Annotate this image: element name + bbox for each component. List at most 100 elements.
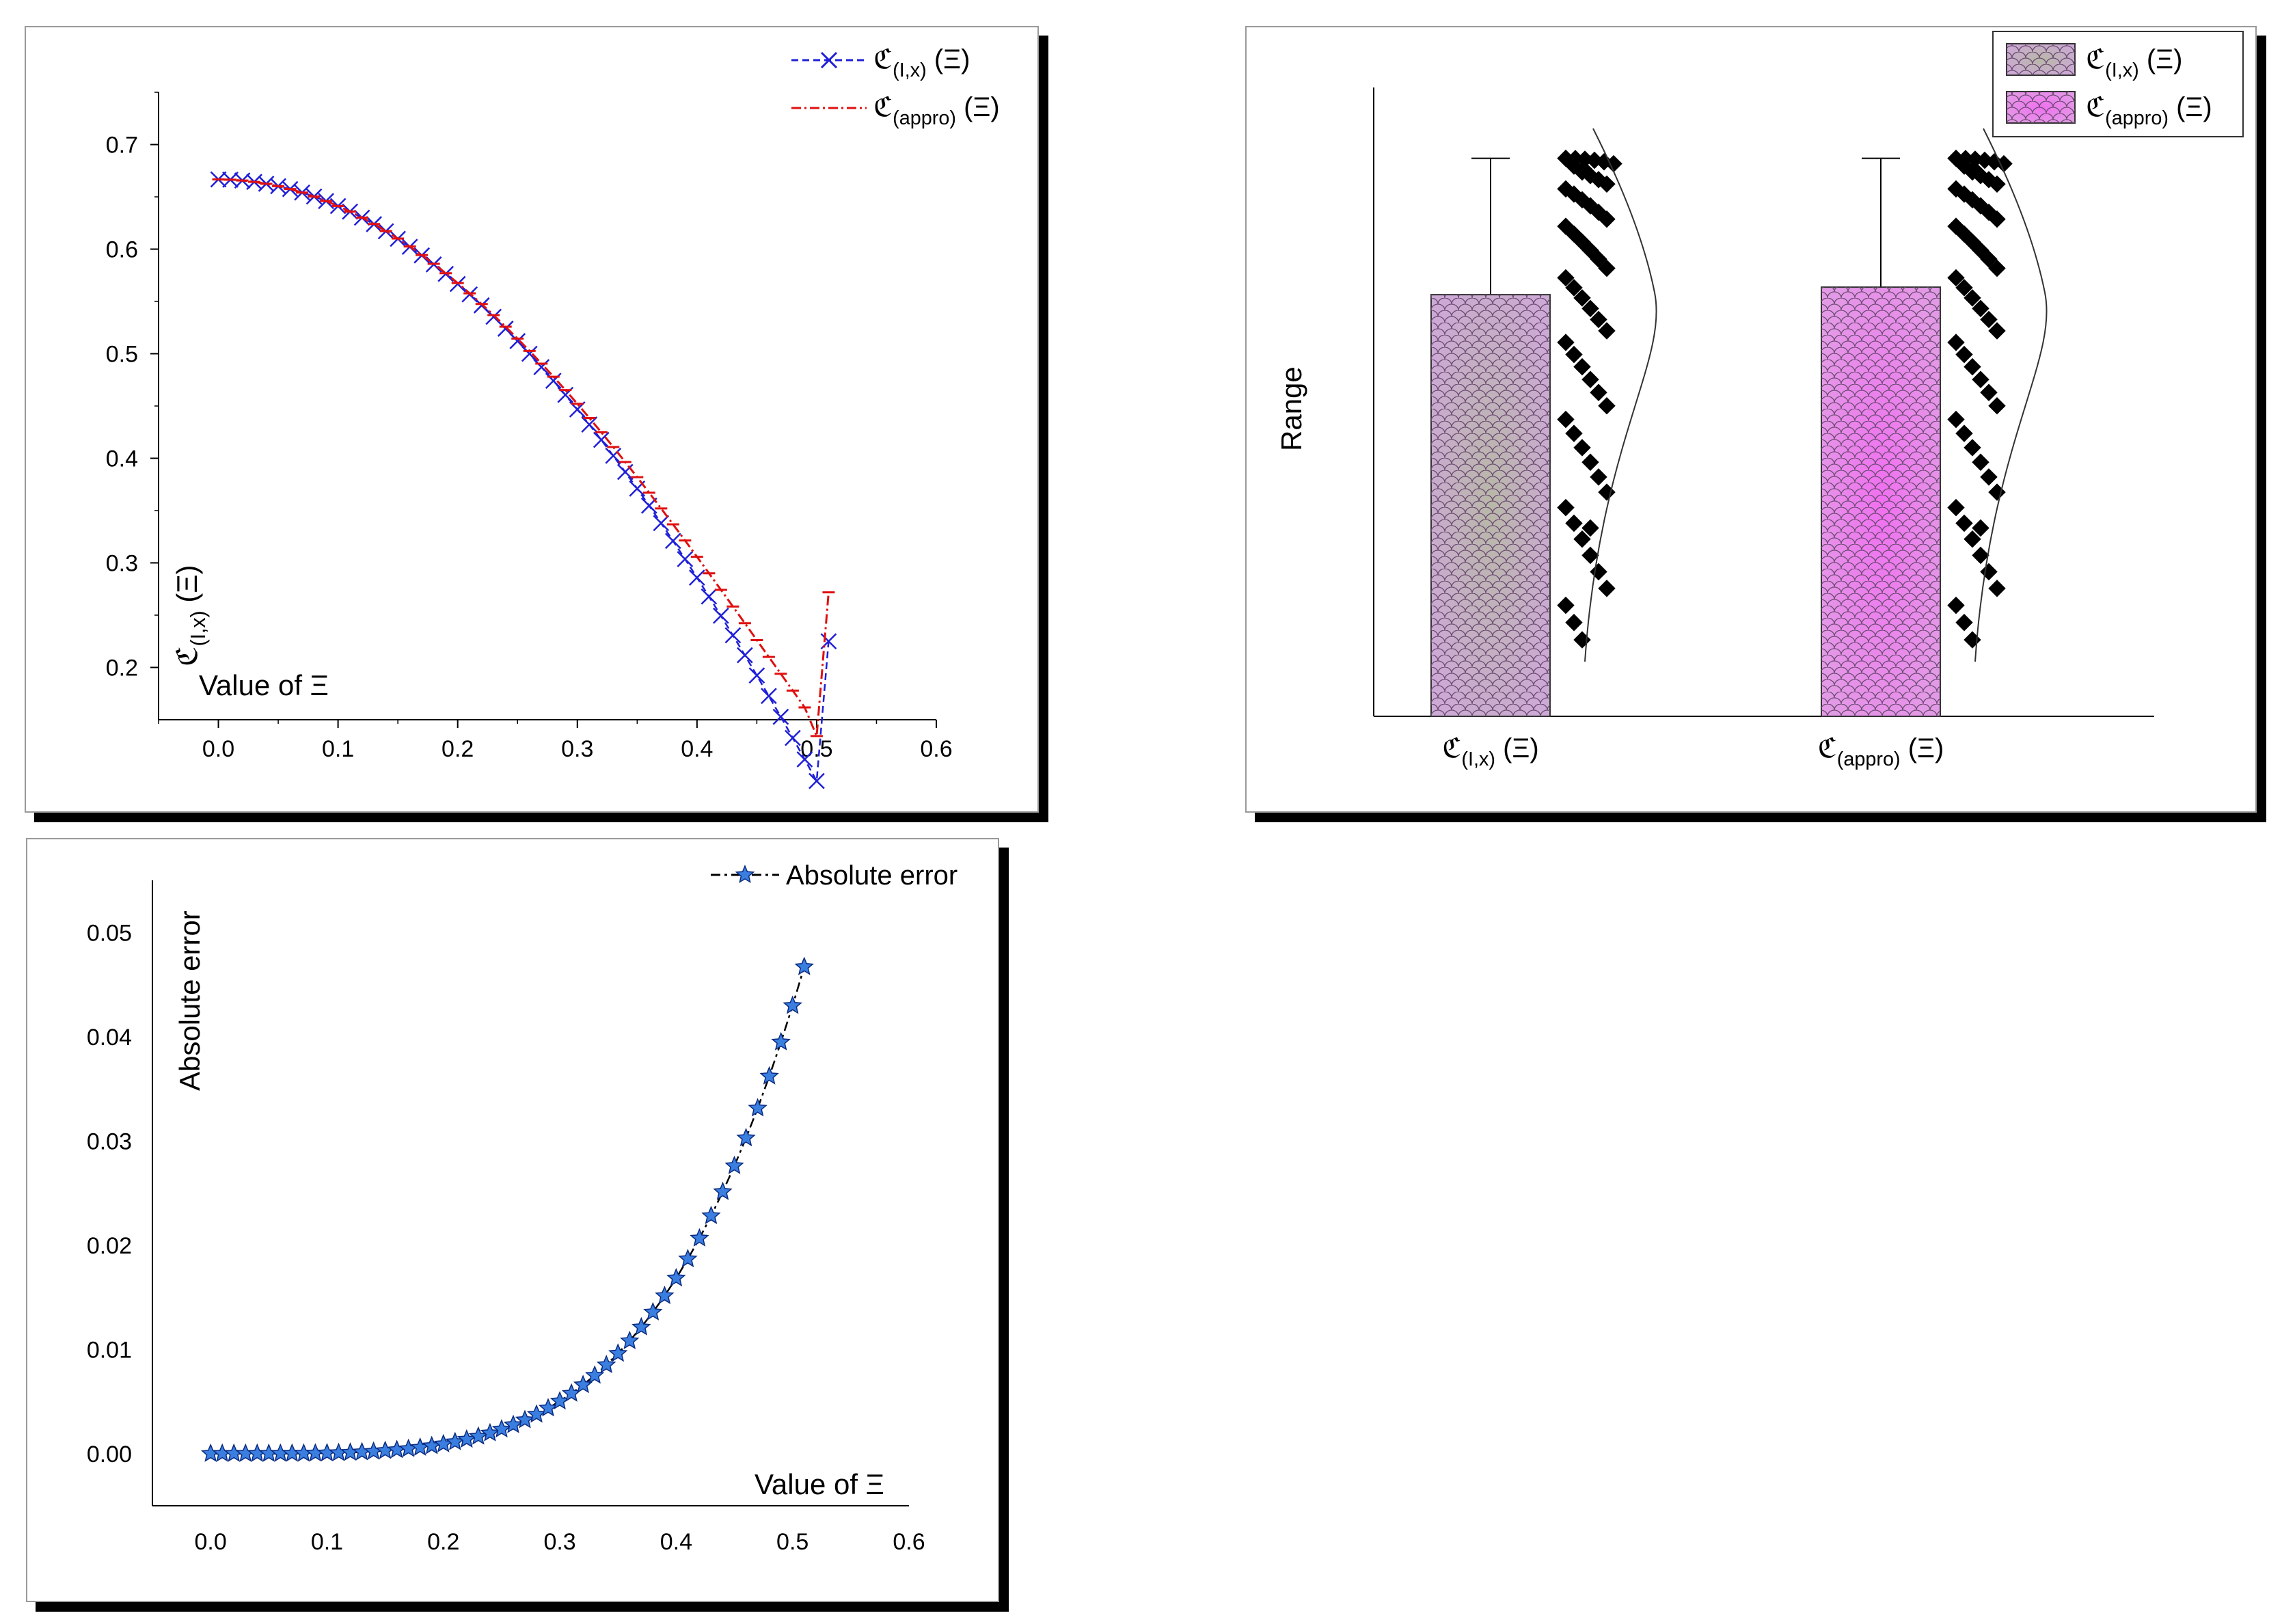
distribution-diamond (1590, 468, 1607, 486)
series-marker (783, 995, 802, 1014)
x-category-label: ℭ(I,x) (Ξ) (1442, 733, 1538, 770)
series-exact-marker (736, 647, 753, 664)
series-marker (724, 1155, 744, 1174)
distribution-points (1947, 149, 2013, 649)
distribution-diamond (1947, 410, 1965, 429)
distribution-curve (1974, 128, 2048, 662)
series-marker (620, 1330, 640, 1349)
series-exact-marker (677, 551, 694, 567)
chart-panel-1: 0.0 0.1 0.2 0.3 0.4 0.5 0.6 0.2 0.3 0.4 0.5 0.6 0.7 V… (25, 26, 1039, 813)
series-marker (573, 1375, 593, 1394)
legend-label: ℭ(I,x) (Ξ) (2086, 44, 2182, 81)
series-exact-line (218, 178, 830, 784)
series-marker (690, 1228, 709, 1247)
series-marker (480, 1422, 500, 1442)
distribution-diamond (1964, 439, 1981, 457)
series-marker (643, 1301, 663, 1321)
legend-marker (735, 865, 755, 884)
distribution-diamond (1590, 563, 1607, 581)
x-tick-label: 0.1 (311, 1529, 343, 1555)
distribution-diamond (1964, 631, 1981, 649)
distribution-diamond (1988, 396, 2006, 415)
legend-label: Absolute error (786, 861, 957, 891)
series-marker (701, 1205, 721, 1224)
series-exact-marker (701, 588, 718, 605)
distribution-diamond (1972, 453, 1989, 471)
x-tick-label: 0.1 (322, 736, 354, 762)
bar-pattern (1821, 287, 1940, 716)
distribution-diamond (1955, 613, 1973, 632)
x-tick-label: 0.6 (920, 736, 952, 762)
series-marker (608, 1343, 628, 1362)
series-marker (794, 956, 814, 975)
series-marker (503, 1414, 524, 1433)
y-tick-label: 0.02 (87, 1233, 132, 1259)
series-marker (771, 1031, 791, 1051)
x-tick-label: 0.4 (681, 736, 713, 762)
series-marker (549, 1391, 570, 1410)
legend: ℭ(I,x) (Ξ) ℭ(appro) (Ξ) (791, 44, 1000, 129)
distribution-diamond (1598, 580, 1616, 597)
series-exact-marker (616, 463, 634, 481)
distribution-diamond (1980, 468, 1998, 486)
legend: ℭ(I,x) (Ξ) ℭ(appro) (Ξ) (1992, 31, 2244, 137)
distribution-diamond (1565, 514, 1583, 532)
distribution-points (1557, 149, 1622, 649)
chart-panel-3: 0.0 0.1 0.2 0.3 0.4 0.5 0.6 0.00 0.01 0.02 0.03 0.0… (26, 838, 999, 1602)
series-exact-marker (521, 345, 538, 362)
series-line (210, 966, 805, 1454)
distribution-diamond (1581, 370, 1599, 388)
error-chart-3: 0.0 0.1 0.2 0.3 0.4 0.5 0.6 0.00 0.01 0.02 0.03 0.0… (87, 861, 957, 1555)
distribution-diamond (1573, 631, 1591, 649)
x-tick-label: 0.3 (543, 1529, 575, 1555)
x-tick-label: 0.2 (427, 1529, 459, 1555)
distribution-diamond (1573, 439, 1591, 457)
legend-label-approx: ℭ(appro) (Ξ) (873, 92, 1000, 129)
series-exact-marker (796, 751, 813, 768)
distribution-diamond (1557, 498, 1575, 517)
y-tick-label: 0.4 (106, 446, 138, 472)
series-exact-marker (712, 608, 729, 624)
series-marker (631, 1316, 651, 1336)
y-axis-label-group: ℭ(I,x) (Ξ) (170, 565, 210, 666)
y-tick-label: 0.05 (87, 920, 132, 946)
chart-panel-2: Range ℭ(I,x) (Ξ) ℭ(appro) (Ξ) ℭ(I,x) (Ξ) ℭ(a… (1245, 26, 2257, 813)
series-exact-marker (761, 688, 777, 705)
x-tick-label: 0.2 (442, 736, 474, 762)
x-axis-label: Value of Ξ (199, 669, 329, 701)
distribution-diamond (1972, 370, 1989, 388)
distribution-diamond (1955, 514, 1973, 532)
x-tick-label: 0.4 (660, 1529, 692, 1555)
x-axis-label: Value of Ξ (755, 1468, 884, 1500)
series-marker (398, 1438, 418, 1457)
y-tick-label: 0.3 (106, 551, 138, 577)
distribution-diamond (1565, 613, 1583, 632)
series-exact-marker (533, 359, 550, 375)
distribution-diamond (1980, 383, 1998, 401)
x-tick-label: 0.6 (893, 1529, 925, 1555)
y-tick-label: 0.6 (106, 237, 138, 263)
series-exact-marker (785, 729, 801, 746)
distribution-diamond (1557, 410, 1575, 429)
y-tick-label: 0.03 (87, 1128, 132, 1154)
series-marker (713, 1181, 733, 1200)
y-axis-label: ℭ(I,x) (Ξ) (170, 565, 210, 666)
series-marker (596, 1355, 616, 1374)
series-marker (433, 1433, 453, 1452)
series-marker (748, 1098, 768, 1117)
legend: Absolute error (711, 861, 957, 891)
series-marker (678, 1249, 698, 1268)
series-exact-marker (545, 373, 562, 390)
series-exact-marker (688, 569, 705, 586)
distribution-diamond (1980, 563, 1998, 581)
distribution-diamond (1947, 498, 1965, 517)
series-marker (759, 1066, 779, 1085)
series-marker (736, 1128, 756, 1147)
distribution-diamond (1947, 596, 1965, 614)
y-axis-label: Range (1275, 366, 1307, 451)
bar-chart-2: Range ℭ(I,x) (Ξ) ℭ(appro) (Ξ) ℭ(I,x) (Ξ) ℭ(a… (1275, 31, 2244, 770)
bar-pattern (1431, 295, 1550, 716)
series-marker (666, 1268, 686, 1287)
series-marker (538, 1398, 558, 1417)
y-tick-label: 0.2 (106, 655, 138, 681)
